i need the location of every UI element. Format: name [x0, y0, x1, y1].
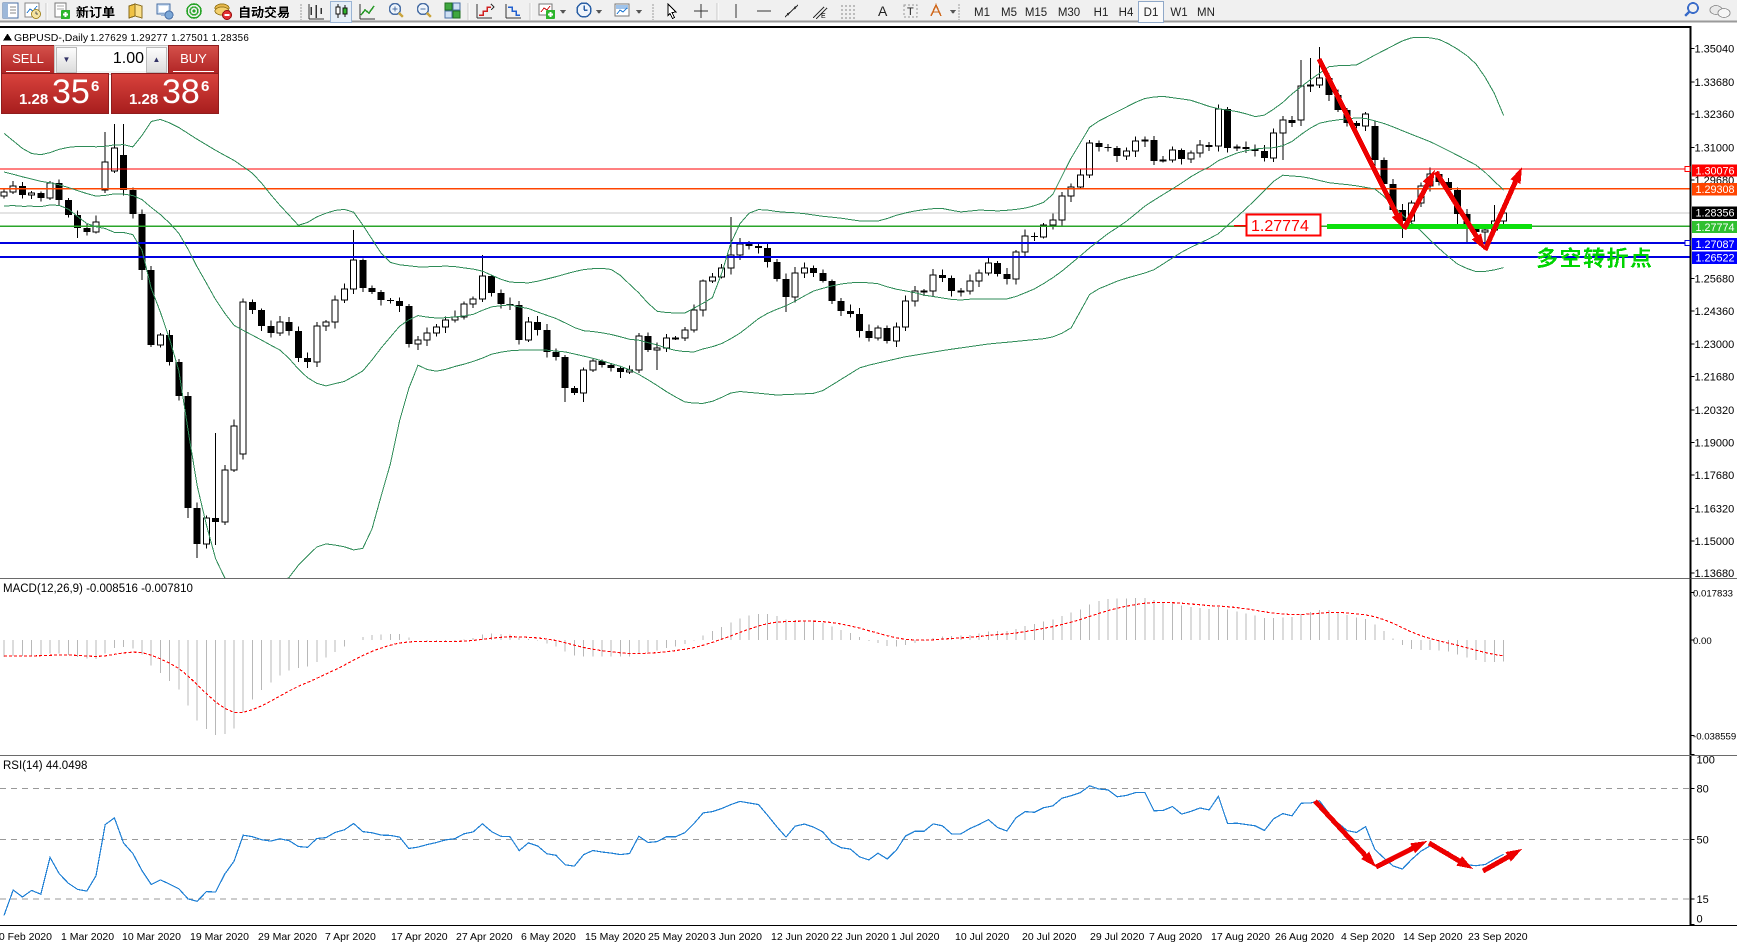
svg-text:25 May 2020: 25 May 2020	[648, 931, 709, 943]
svg-text:1.20320: 1.20320	[1695, 405, 1735, 417]
svg-text:1 Mar 2020: 1 Mar 2020	[61, 931, 114, 943]
svg-text:12 Jun 2020: 12 Jun 2020	[771, 931, 829, 943]
svg-text:0: 0	[1697, 914, 1703, 926]
svg-text:1.27774: 1.27774	[1696, 222, 1735, 234]
svg-text:M1: M1	[974, 7, 990, 19]
svg-text:MACD(12,26,9) -0.008516 -0.007: MACD(12,26,9) -0.008516 -0.007810	[3, 583, 193, 595]
svg-text:D1: D1	[1144, 7, 1159, 19]
svg-text:10 Jul 2020: 10 Jul 2020	[955, 931, 1009, 943]
svg-text:0.00: 0.00	[1693, 636, 1712, 647]
svg-text:1.16320: 1.16320	[1695, 503, 1735, 515]
svg-text:23 Sep 2020: 23 Sep 2020	[1468, 931, 1528, 943]
svg-text:1.25680: 1.25680	[1695, 273, 1735, 285]
svg-text:1.33680: 1.33680	[1695, 77, 1735, 89]
svg-text:14 Sep 2020: 14 Sep 2020	[1403, 931, 1463, 943]
svg-text:17 Apr 2020: 17 Apr 2020	[391, 931, 448, 943]
svg-text:1.27629 1.29277 1.27501 1.2835: 1.27629 1.29277 1.27501 1.28356	[90, 33, 249, 44]
svg-text:100: 100	[1697, 755, 1715, 767]
svg-text:1.23000: 1.23000	[1695, 339, 1735, 351]
svg-text:1.21680: 1.21680	[1695, 372, 1735, 384]
svg-text:GBPUSD-,Daily: GBPUSD-,Daily	[14, 32, 89, 44]
svg-text:M15: M15	[1025, 7, 1047, 19]
svg-text:1.26522: 1.26522	[1696, 253, 1735, 265]
svg-text:22 Jun 2020: 22 Jun 2020	[831, 931, 889, 943]
svg-text:26 Aug 2020: 26 Aug 2020	[1275, 931, 1334, 943]
svg-text:-0.038559: -0.038559	[1693, 732, 1736, 743]
svg-text:1.15000: 1.15000	[1695, 536, 1735, 548]
svg-text:29 Mar 2020: 29 Mar 2020	[258, 931, 317, 943]
svg-text:0.017833: 0.017833	[1693, 589, 1733, 600]
svg-text:15 May 2020: 15 May 2020	[585, 931, 646, 943]
svg-text:1.29308: 1.29308	[1696, 184, 1735, 196]
svg-text:15: 15	[1697, 894, 1709, 906]
svg-text:H1: H1	[1094, 7, 1109, 19]
svg-text:T: T	[907, 6, 914, 18]
svg-text:20 Jul 2020: 20 Jul 2020	[1022, 931, 1076, 943]
svg-text:1.27087: 1.27087	[1696, 239, 1735, 251]
svg-text:4 Sep 2020: 4 Sep 2020	[1341, 931, 1395, 943]
svg-text:1.28356: 1.28356	[1696, 208, 1735, 220]
svg-text:1 Jul 2020: 1 Jul 2020	[891, 931, 940, 943]
svg-text:1.35040: 1.35040	[1695, 43, 1735, 55]
svg-text:1.19000: 1.19000	[1695, 438, 1735, 450]
svg-text:1.32360: 1.32360	[1695, 109, 1735, 121]
svg-text:M5: M5	[1001, 7, 1017, 19]
svg-text:A: A	[878, 3, 888, 19]
svg-text:27 Apr 2020: 27 Apr 2020	[456, 931, 513, 943]
svg-text:1.24360: 1.24360	[1695, 306, 1735, 318]
svg-text:50: 50	[1697, 835, 1709, 847]
svg-text:19 Mar 2020: 19 Mar 2020	[190, 931, 249, 943]
svg-text:3 Jun 2020: 3 Jun 2020	[710, 931, 762, 943]
svg-text:80: 80	[1697, 784, 1709, 796]
svg-text:7 Aug 2020: 7 Aug 2020	[1149, 931, 1202, 943]
svg-text:E: E	[821, 13, 826, 20]
svg-text:29 Jul 2020: 29 Jul 2020	[1090, 931, 1144, 943]
svg-text:M30: M30	[1058, 7, 1080, 19]
svg-text:W1: W1	[1170, 7, 1187, 19]
svg-text:1.17680: 1.17680	[1695, 470, 1735, 482]
svg-text:H4: H4	[1119, 7, 1134, 19]
svg-text:RSI(14) 44.0498: RSI(14) 44.0498	[3, 760, 87, 772]
svg-text:7 Apr 2020: 7 Apr 2020	[325, 931, 376, 943]
svg-text:17 Aug 2020: 17 Aug 2020	[1211, 931, 1270, 943]
svg-text:1.30076: 1.30076	[1696, 165, 1735, 177]
svg-text:10 Mar 2020: 10 Mar 2020	[122, 931, 181, 943]
svg-text:1.27774: 1.27774	[1251, 218, 1309, 235]
svg-text:20 Feb 2020: 20 Feb 2020	[0, 931, 52, 943]
svg-text:1.13680: 1.13680	[1695, 568, 1735, 580]
svg-text:1.31000: 1.31000	[1695, 143, 1735, 155]
svg-text:MN: MN	[1197, 7, 1215, 19]
svg-text:6 May 2020: 6 May 2020	[521, 931, 576, 943]
